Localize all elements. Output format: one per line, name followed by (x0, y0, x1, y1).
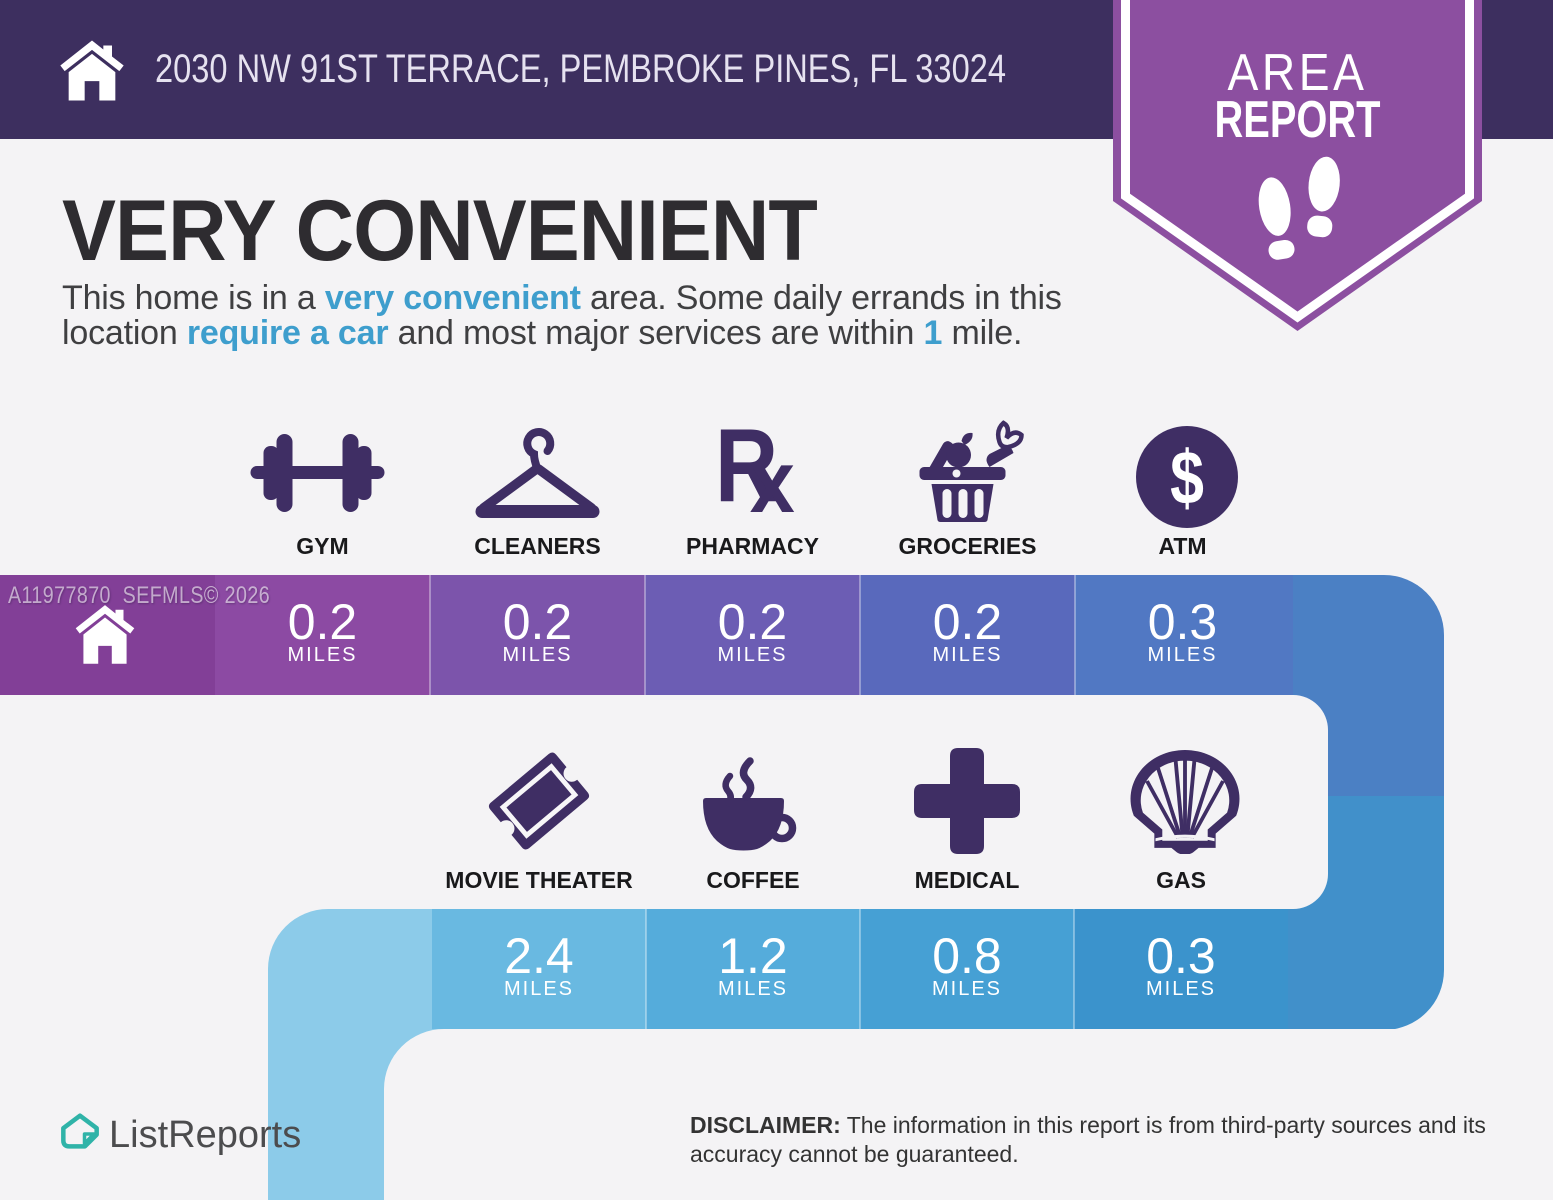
svg-text:R: R (715, 424, 778, 514)
svg-text:$: $ (1170, 436, 1204, 521)
svg-text:REPORT: REPORT (1215, 91, 1381, 149)
svg-text:AREA: AREA (1228, 44, 1368, 102)
svg-text:x: x (750, 432, 795, 514)
